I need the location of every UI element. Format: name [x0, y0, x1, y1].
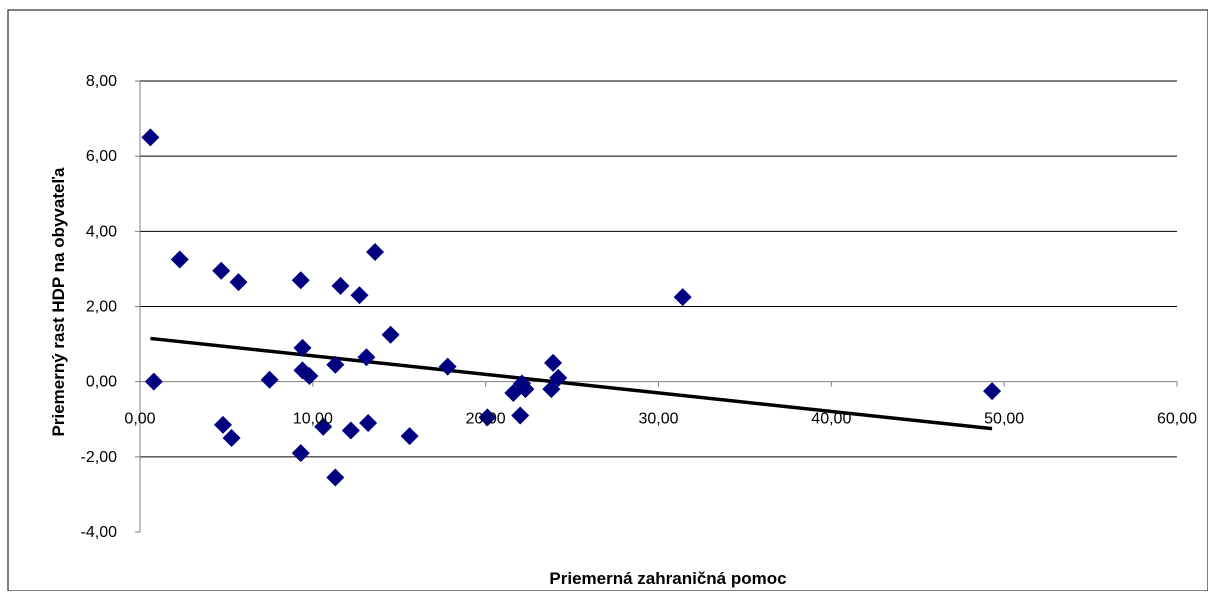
data-point — [357, 348, 376, 367]
data-point — [300, 367, 319, 386]
y-tick-label: -2,00 — [81, 449, 118, 466]
data-point — [213, 415, 232, 434]
x-tick-label: 60,00 — [1157, 411, 1197, 428]
data-point — [438, 357, 457, 376]
data-point — [400, 427, 419, 446]
x-tick-label: 50,00 — [984, 411, 1024, 428]
y-tick-label: 0,00 — [86, 374, 117, 391]
data-point — [673, 288, 692, 307]
y-tick-label: 8,00 — [86, 73, 117, 90]
data-point — [549, 368, 568, 387]
y-axis-title: Priemerný rast HDP na obyvateľa — [49, 167, 68, 436]
y-tick-label: -4,00 — [81, 524, 118, 541]
data-point — [314, 417, 333, 436]
data-point — [341, 421, 360, 440]
axes — [135, 80, 1178, 533]
x-tick-label: 10,00 — [293, 411, 333, 428]
data-point — [331, 276, 350, 295]
data-point — [516, 380, 535, 399]
x-tick-label: 20,00 — [466, 411, 506, 428]
data-point — [291, 444, 310, 463]
data-point — [229, 273, 248, 292]
data-point — [260, 370, 279, 389]
data-point — [544, 353, 563, 372]
data-point — [222, 429, 241, 448]
x-tick-label: 30,00 — [638, 411, 678, 428]
data-point — [359, 414, 378, 433]
y-tick-label: 2,00 — [86, 299, 117, 316]
data-point — [326, 468, 345, 487]
y-tick-label: 4,00 — [86, 223, 117, 240]
data-point — [141, 128, 160, 147]
gridlines — [140, 80, 1177, 458]
data-point — [511, 406, 530, 425]
data-point — [212, 261, 231, 280]
data-point — [291, 271, 310, 290]
x-axis-title: Priemerná zahraničná pomoc — [549, 569, 786, 588]
tick-labels: -4,00 -2,00 0,00 2,00 4,00 6,00 8,00 0,00 10,00 2… — [81, 73, 1198, 541]
data-point — [381, 325, 400, 344]
x-tick-label: 0,00 — [124, 411, 155, 428]
data-point — [326, 355, 345, 374]
x-tick-label: 40,00 — [811, 411, 851, 428]
data-point — [478, 408, 497, 427]
data-point — [293, 338, 312, 357]
data-point — [350, 286, 369, 305]
trendline — [150, 336, 993, 431]
data-point — [144, 372, 163, 391]
trendline-group — [150, 336, 993, 431]
data-point — [983, 382, 1002, 401]
data-point — [170, 250, 189, 269]
data-point — [366, 243, 385, 262]
chart-border — [7, 9, 1208, 592]
data-points — [141, 128, 1002, 487]
data-point — [542, 380, 561, 399]
y-tick-label: 6,00 — [86, 148, 117, 165]
